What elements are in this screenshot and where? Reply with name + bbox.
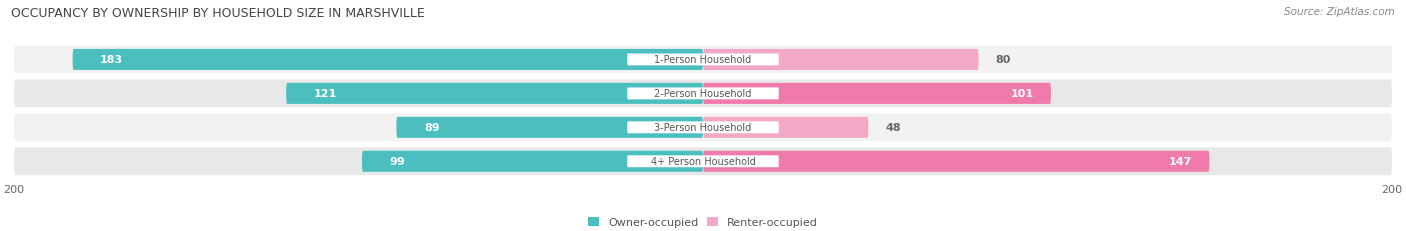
FancyBboxPatch shape [627,156,779,167]
Text: 3-Person Household: 3-Person Household [654,123,752,133]
Text: 121: 121 [314,89,337,99]
Text: 80: 80 [995,55,1011,65]
FancyBboxPatch shape [361,151,703,172]
FancyBboxPatch shape [703,83,1050,104]
Text: 89: 89 [425,123,440,133]
Text: OCCUPANCY BY OWNERSHIP BY HOUSEHOLD SIZE IN MARSHVILLE: OCCUPANCY BY OWNERSHIP BY HOUSEHOLD SIZE… [11,7,425,20]
FancyBboxPatch shape [627,122,779,134]
FancyBboxPatch shape [14,114,1392,142]
FancyBboxPatch shape [703,50,979,71]
Text: 48: 48 [886,123,901,133]
Text: 4+ Person Household: 4+ Person Household [651,157,755,167]
FancyBboxPatch shape [703,117,869,138]
FancyBboxPatch shape [396,117,703,138]
FancyBboxPatch shape [14,80,1392,108]
Text: Source: ZipAtlas.com: Source: ZipAtlas.com [1284,7,1395,17]
Text: 1-Person Household: 1-Person Household [654,55,752,65]
FancyBboxPatch shape [287,83,703,104]
Text: 147: 147 [1168,157,1192,167]
FancyBboxPatch shape [627,88,779,100]
FancyBboxPatch shape [14,46,1392,74]
FancyBboxPatch shape [73,50,703,71]
FancyBboxPatch shape [703,151,1209,172]
FancyBboxPatch shape [627,54,779,66]
Text: 2-Person Household: 2-Person Household [654,89,752,99]
Text: 183: 183 [100,55,124,65]
Legend: Owner-occupied, Renter-occupied: Owner-occupied, Renter-occupied [588,217,818,227]
FancyBboxPatch shape [14,148,1392,176]
Text: 101: 101 [1011,89,1033,99]
Text: 99: 99 [389,157,405,167]
